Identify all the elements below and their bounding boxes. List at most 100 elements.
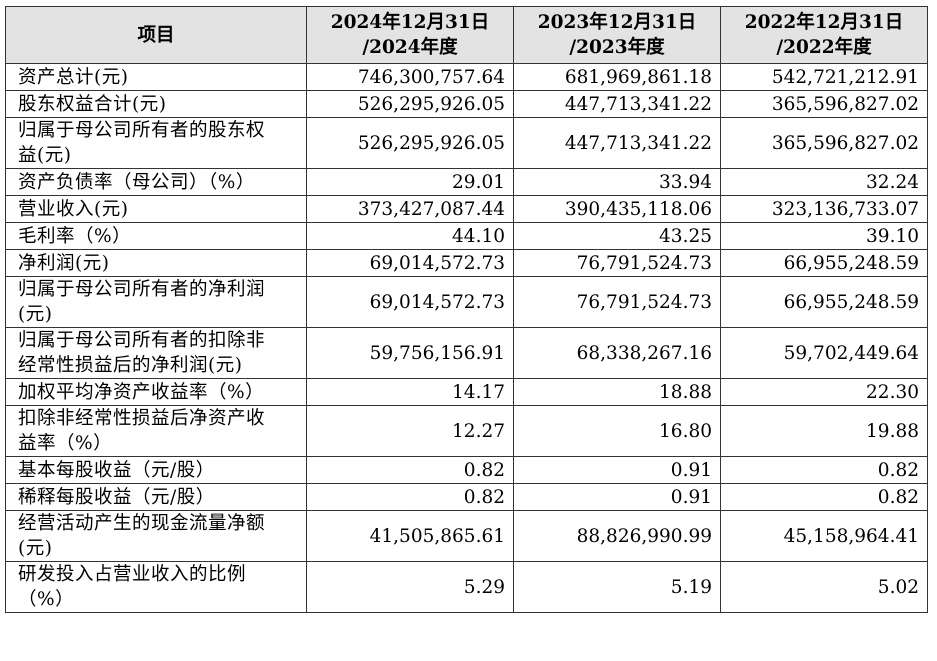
value-2023: 88,826,990.99	[513, 510, 721, 562]
row-label: 扣除非经常性损益后净资产收 益率（%）	[5, 405, 307, 457]
row-label-line: 经常性损益后的净利润(元)	[18, 355, 243, 376]
row-label: 营业收入(元)	[5, 195, 307, 223]
value-2024: 0.82	[306, 483, 514, 511]
row-label-line: 基本每股收益（元/股）	[18, 459, 215, 481]
value-2022: 32.24	[720, 168, 928, 196]
row-label: 稀释每股收益（元/股）	[5, 483, 307, 511]
row-label: 股东权益合计(元)	[5, 90, 307, 118]
header-2022-date: 2022年12月31日	[744, 12, 904, 33]
header-item: 项目	[5, 6, 307, 64]
header-2023: 2023年12月31日 /2023年度	[513, 6, 721, 64]
table-row: 毛利率（%） 44.10 43.25 39.10	[5, 222, 928, 250]
value-2024: 526,295,926.05	[306, 117, 514, 169]
table-row: 研发投入占营业收入的比例 （%） 5.29 5.19 5.02	[5, 561, 928, 613]
header-2024-date: 2024年12月31日	[330, 12, 490, 33]
row-label: 加权平均净资产收益率（%）	[5, 378, 307, 406]
value-2022: 66,955,248.59	[720, 276, 928, 328]
table-row: 扣除非经常性损益后净资产收 益率（%） 12.27 16.80 19.88	[5, 405, 928, 457]
value-2023: 16.80	[513, 405, 721, 457]
value-2024: 69,014,572.73	[306, 249, 514, 277]
row-label: 归属于母公司所有者的净利润 (元)	[5, 276, 307, 328]
value-2022: 22.30	[720, 378, 928, 406]
row-label-line: 股东权益合计(元)	[18, 93, 167, 115]
value-2024: 0.82	[306, 456, 514, 484]
table-row: 营业收入(元) 373,427,087.44 390,435,118.06 323,1…	[5, 195, 928, 223]
header-2023-date: 2023年12月31日	[537, 12, 697, 33]
table-row: 资产负债率（母公司）（%） 29.01 33.94 32.24	[5, 168, 928, 196]
row-label-line: 稀释每股收益（元/股）	[18, 486, 215, 508]
row-label: 研发投入占营业收入的比例 （%）	[5, 561, 307, 613]
row-label: 净利润(元)	[5, 249, 307, 277]
value-2023: 447,713,341.22	[513, 90, 721, 118]
value-2023: 68,338,267.16	[513, 327, 721, 379]
value-2023: 681,969,861.18	[513, 63, 721, 91]
row-label-line: （%）	[18, 589, 75, 610]
value-2024: 746,300,757.64	[306, 63, 514, 91]
table-row: 股东权益合计(元) 526,295,926.05 447,713,341.22 365…	[5, 90, 928, 118]
table-row: 归属于母公司所有者的净利润 (元) 69,014,572.73 76,791,524.…	[5, 276, 928, 328]
value-2023: 43.25	[513, 222, 721, 250]
value-2024: 5.29	[306, 561, 514, 613]
value-2022: 323,136,733.07	[720, 195, 928, 223]
header-2022-year: /2022年度	[776, 37, 872, 58]
row-label-line: 营业收入(元)	[18, 198, 129, 220]
row-label-line: 归属于母公司所有者的股东权	[18, 120, 266, 141]
value-2023: 447,713,341.22	[513, 117, 721, 169]
value-2023: 76,791,524.73	[513, 249, 721, 277]
value-2024: 373,427,087.44	[306, 195, 514, 223]
value-2023: 76,791,524.73	[513, 276, 721, 328]
table-row: 资产总计(元) 746,300,757.64 681,969,861.18 542,7…	[5, 63, 928, 91]
value-2022: 66,955,248.59	[720, 249, 928, 277]
row-label-line: 资产总计(元)	[18, 66, 129, 88]
table-row: 净利润(元) 69,014,572.73 76,791,524.73 66,955,2…	[5, 249, 928, 277]
row-label-line: 毛利率（%）	[18, 225, 132, 247]
row-label: 资产负债率（母公司）（%）	[5, 168, 307, 196]
row-label-line: 益(元)	[18, 145, 72, 166]
row-label-line: 资产负债率（母公司）（%）	[18, 171, 255, 193]
header-2024: 2024年12月31日 /2024年度	[306, 6, 514, 64]
table-header-row: 项目 2024年12月31日 /2024年度 2023年12月31日 /2023…	[5, 6, 928, 64]
value-2022: 365,596,827.02	[720, 117, 928, 169]
header-item-label: 项目	[137, 24, 175, 46]
value-2022: 0.82	[720, 483, 928, 511]
row-label-line: 经营活动产生的现金流量净额	[18, 513, 266, 534]
value-2023: 0.91	[513, 456, 721, 484]
table-row: 基本每股收益（元/股） 0.82 0.91 0.82	[5, 456, 928, 484]
value-2023: 5.19	[513, 561, 721, 613]
row-label-line: 净利润(元)	[18, 252, 110, 274]
header-2022: 2022年12月31日 /2022年度	[720, 6, 928, 64]
value-2024: 41,505,865.61	[306, 510, 514, 562]
value-2022: 542,721,212.91	[720, 63, 928, 91]
value-2024: 44.10	[306, 222, 514, 250]
row-label-line: 归属于母公司所有者的净利润	[18, 279, 266, 300]
value-2023: 0.91	[513, 483, 721, 511]
table-body: 资产总计(元) 746,300,757.64 681,969,861.18 542,7…	[5, 63, 928, 613]
table-row: 归属于母公司所有者的股东权 益(元) 526,295,926.05 447,713,3…	[5, 117, 928, 169]
row-label-line: 扣除非经常性损益后净资产收	[18, 408, 266, 429]
table-row: 经营活动产生的现金流量净额 (元) 41,505,865.61 88,826,990.…	[5, 510, 928, 562]
row-label-line: 益率（%）	[18, 433, 113, 454]
row-label-line: (元)	[18, 538, 53, 559]
row-label: 基本每股收益（元/股）	[5, 456, 307, 484]
table-row: 稀释每股收益（元/股） 0.82 0.91 0.82	[5, 483, 928, 511]
header-2024-year: /2024年度	[362, 37, 458, 58]
row-label-line: 归属于母公司所有者的扣除非	[18, 330, 266, 351]
value-2022: 19.88	[720, 405, 928, 457]
value-2022: 5.02	[720, 561, 928, 613]
table-row: 加权平均净资产收益率（%） 14.17 18.88 22.30	[5, 378, 928, 406]
row-label-line: 加权平均净资产收益率（%）	[18, 381, 265, 403]
value-2024: 69,014,572.73	[306, 276, 514, 328]
value-2022: 0.82	[720, 456, 928, 484]
value-2022: 365,596,827.02	[720, 90, 928, 118]
value-2023: 390,435,118.06	[513, 195, 721, 223]
value-2023: 33.94	[513, 168, 721, 196]
value-2022: 45,158,964.41	[720, 510, 928, 562]
value-2024: 526,295,926.05	[306, 90, 514, 118]
row-label: 资产总计(元)	[5, 63, 307, 91]
value-2024: 14.17	[306, 378, 514, 406]
value-2022: 39.10	[720, 222, 928, 250]
financial-data-table: 项目 2024年12月31日 /2024年度 2023年12月31日 /2023…	[5, 6, 928, 613]
row-label: 归属于母公司所有者的股东权 益(元)	[5, 117, 307, 169]
value-2024: 12.27	[306, 405, 514, 457]
row-label: 归属于母公司所有者的扣除非 经常性损益后的净利润(元)	[5, 327, 307, 379]
